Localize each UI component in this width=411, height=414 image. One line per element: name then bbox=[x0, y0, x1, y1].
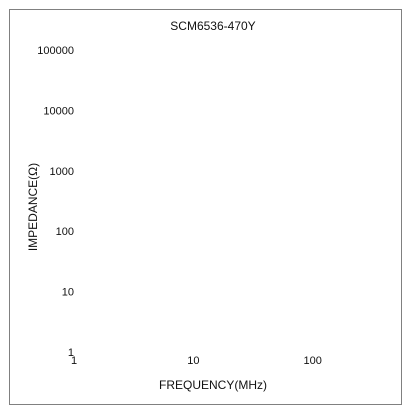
x-tick-label: 1 bbox=[71, 355, 77, 367]
tick-labels: 1 10 100 1000 10000 100000 1 10 100 bbox=[37, 45, 322, 367]
y-tick-label: 100 bbox=[56, 226, 74, 238]
y-tick-label: 1000 bbox=[50, 166, 74, 178]
y-axis-label: IMPEDANCE(Ω) bbox=[26, 163, 40, 251]
chart-frame bbox=[9, 9, 402, 405]
chart-title: SCM6536-470Y bbox=[170, 19, 255, 33]
x-tick-label: 100 bbox=[303, 355, 321, 367]
y-tick-label: 10 bbox=[62, 287, 74, 299]
y-tick-label: 1 bbox=[68, 347, 74, 359]
x-tick-label: 10 bbox=[187, 355, 199, 367]
y-tick-label: 10000 bbox=[43, 105, 74, 117]
y-tick-label: 100000 bbox=[37, 45, 74, 57]
x-axis-label: FREQUENCY(MHz) bbox=[159, 378, 267, 392]
